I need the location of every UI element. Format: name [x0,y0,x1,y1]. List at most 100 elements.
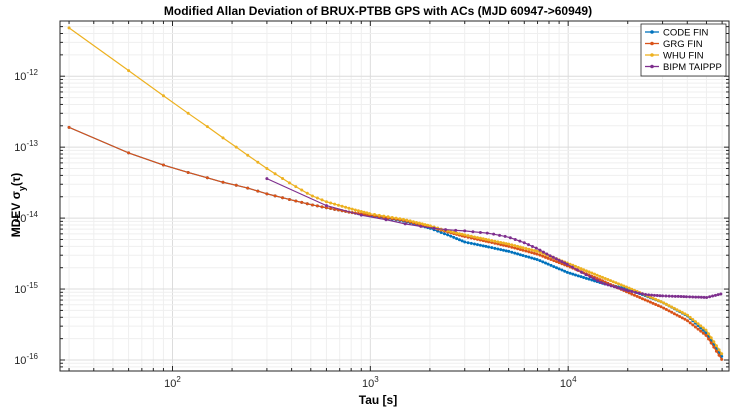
data-point [696,327,700,331]
data-point [530,251,534,255]
data-point [513,246,517,250]
data-point [469,241,473,245]
data-point [648,300,652,304]
legend-marker [650,41,654,46]
data-point [265,192,269,196]
data-point [472,235,476,239]
data-point [709,341,713,345]
data-point [359,209,363,213]
legend-marker [650,64,654,69]
data-point [672,306,676,310]
data-point [524,246,528,250]
data-point [590,271,594,275]
data-point [691,295,695,299]
data-point [670,305,674,309]
data-point [678,315,682,319]
data-point [478,230,482,234]
data-point [373,213,377,217]
data-point [484,244,488,248]
data-point [324,204,328,208]
data-point [676,294,680,298]
data-point [708,295,712,299]
y-tick-label: 10-13 [14,139,38,154]
data-point [600,275,604,279]
data-point [423,223,427,227]
data-point [518,248,522,252]
chart-title: Modified Allan Deviation of BRUX-PTBB GP… [164,4,592,18]
data-point [460,239,464,243]
data-point [563,269,567,273]
data-point [221,180,225,184]
data-point [265,167,269,171]
ticks: 102 103 104 10-16 10-15 10-14 10-13 10-12 [14,20,729,390]
data-point [543,261,547,265]
data-point [340,204,344,208]
data-point [333,202,337,206]
data-point [535,249,539,253]
data-point [532,249,536,253]
series-bipm-taippp [265,177,723,299]
data-point [682,295,686,299]
data-point [618,286,622,290]
data-point [234,183,238,187]
data-point [712,345,716,349]
data-point [324,206,328,210]
data-point [324,200,328,204]
data-point [720,357,724,361]
data-point [651,296,655,300]
data-point [644,293,648,297]
data-point [315,204,319,208]
data-point [630,290,634,294]
data-point [532,251,536,255]
data-point [565,270,569,274]
data-point [234,145,238,149]
data-point [541,250,545,254]
data-point [646,299,650,303]
data-point [538,248,542,252]
data-point [444,228,448,232]
data-point [603,276,607,280]
data-point [693,320,697,324]
legend-item: GRG FIN [645,39,703,50]
data-point [659,300,663,304]
data-point [246,153,250,157]
data-point [614,281,618,285]
data-point [630,292,634,296]
data-point [472,242,476,246]
data-point [652,293,656,297]
data-point [555,266,559,270]
data-point [294,199,298,203]
data-point [557,258,561,262]
data-point [701,326,705,330]
data-point [442,232,446,236]
legend-label: GRG FIN [663,39,703,50]
data-point [626,289,630,293]
data-point [463,240,467,244]
data-point [714,349,718,353]
data-point [471,230,475,234]
data-point [455,231,459,235]
data-point [702,295,706,299]
data-point [521,253,525,257]
data-point [507,242,511,246]
data-point [504,249,508,253]
data-point [466,241,470,245]
data-point [518,245,522,249]
data-point [300,188,304,192]
data-point [667,294,671,298]
data-point [414,220,418,224]
data-point [634,290,638,294]
data-point [446,233,450,237]
data-point [659,305,663,309]
data-point [704,333,708,337]
data-point [576,266,580,270]
data-point [281,176,285,180]
data-point [584,276,588,280]
x-tick-label: 103 [362,375,379,390]
data-point [538,250,542,254]
data-point [707,337,711,341]
data-point [546,262,550,266]
data-point [632,293,636,297]
data-point [513,244,517,248]
data-point [711,294,715,298]
